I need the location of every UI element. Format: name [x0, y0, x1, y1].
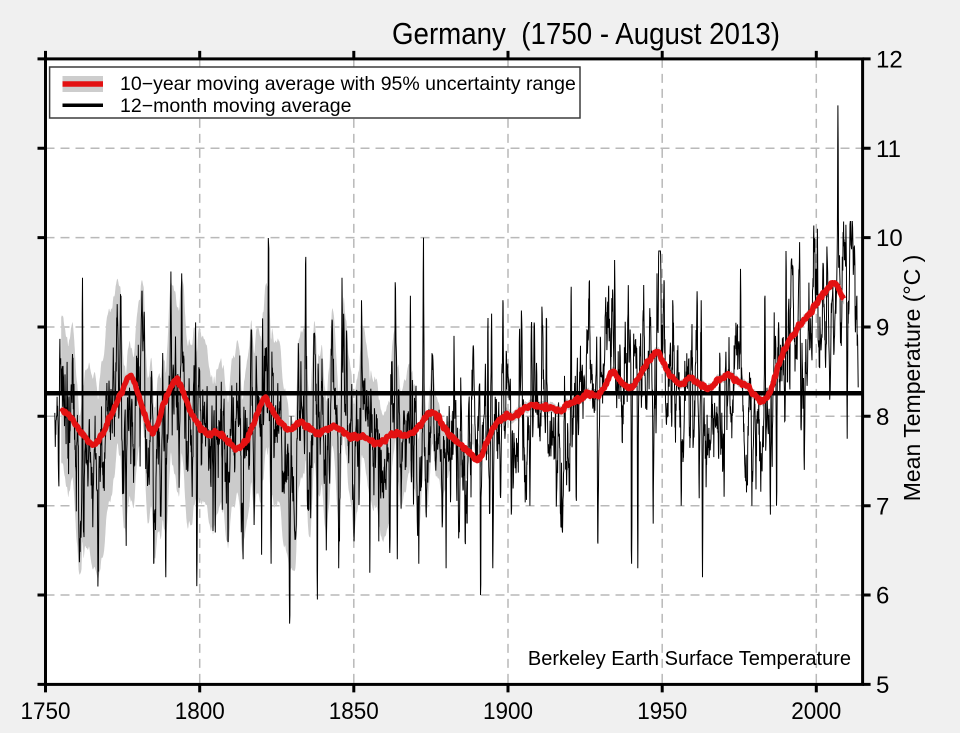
svg-text:1800: 1800: [175, 698, 225, 725]
svg-text:Mean Temperature (°C ): Mean Temperature (°C ): [899, 255, 925, 502]
svg-text:12: 12: [876, 47, 903, 74]
svg-text:10−year moving average with 95: 10−year moving average with 95% uncertai…: [120, 73, 576, 95]
svg-text:6: 6: [876, 583, 889, 610]
svg-text:12−month moving average: 12−month moving average: [120, 95, 351, 117]
svg-text:11: 11: [876, 136, 901, 163]
svg-text:10: 10: [876, 225, 903, 252]
svg-text:7: 7: [876, 493, 889, 520]
svg-text:Berkeley Earth Surface Tempera: Berkeley Earth Surface Temperature: [528, 648, 851, 670]
svg-text:9: 9: [876, 315, 889, 342]
svg-text:Germany (1750 - August 2013): Germany (1750 - August 2013): [392, 16, 780, 51]
svg-text:2000: 2000: [791, 698, 841, 725]
svg-text:1850: 1850: [329, 698, 379, 725]
svg-text:1900: 1900: [483, 698, 533, 725]
svg-text:1750: 1750: [21, 698, 71, 725]
svg-text:1950: 1950: [637, 698, 687, 725]
svg-text:8: 8: [876, 404, 889, 431]
svg-text:5: 5: [876, 672, 889, 699]
